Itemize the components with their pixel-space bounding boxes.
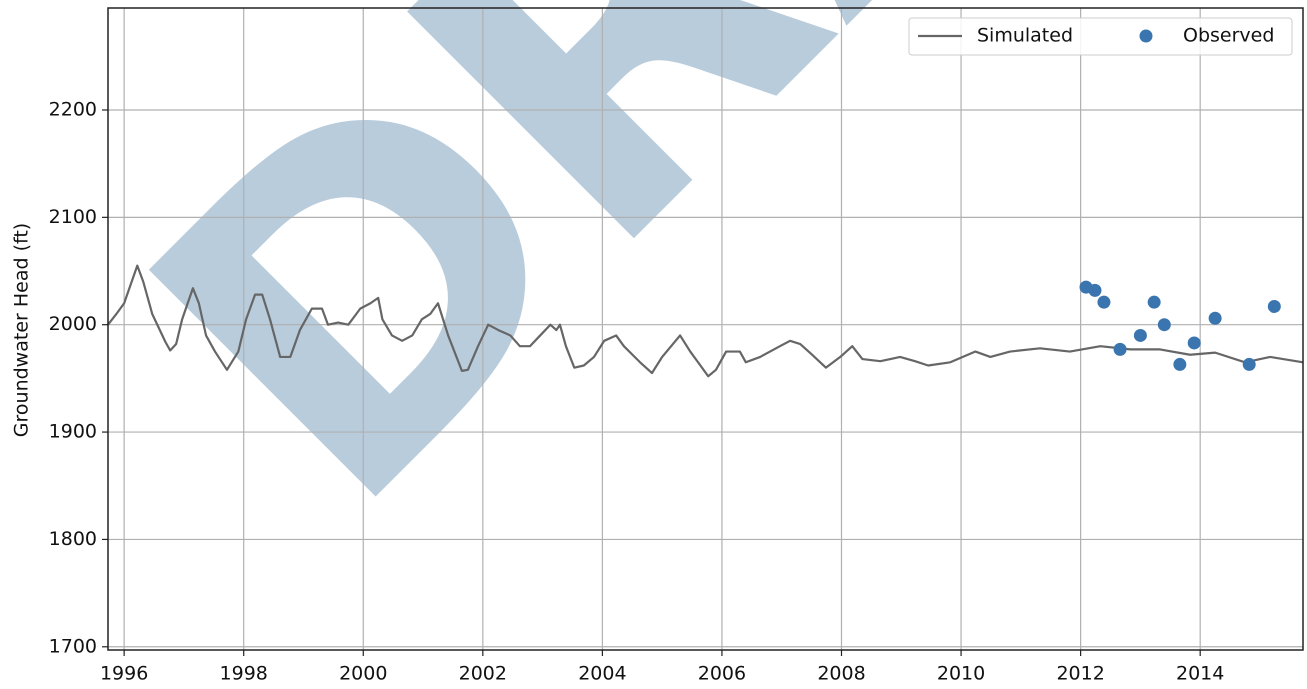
y-tick-label: 2200: [49, 98, 97, 120]
y-tick-label: 1900: [49, 421, 97, 443]
legend-label: Observed: [1183, 25, 1274, 47]
grid-layer: [108, 8, 1303, 650]
x-tick-label: 2002: [459, 663, 507, 685]
simulated-line: [107, 264, 1304, 378]
x-tick-label: 2008: [817, 663, 865, 685]
observed-point: [1187, 336, 1201, 350]
observed-point: [1133, 328, 1147, 342]
observed-point: [1147, 295, 1161, 309]
watermark: DRAFT: [59, 0, 1307, 599]
observed-point: [1097, 295, 1111, 309]
legend-box: [908, 17, 1293, 56]
y-axis-label: Groundwater Head (ft): [11, 223, 33, 437]
x-tick-label: 2012: [1056, 663, 1104, 685]
observed-point: [1208, 311, 1222, 325]
data-layer: [107, 264, 1304, 378]
y-tick-label: 1700: [49, 635, 97, 657]
y-tick-label: 1800: [49, 528, 97, 550]
legend: Simulated Observed: [908, 17, 1293, 56]
x-tick-label: 2000: [339, 663, 387, 685]
plot-frame: [107, 7, 1304, 651]
observed-point: [1173, 357, 1187, 371]
x-tick-label: 1996: [100, 663, 148, 685]
x-tick-label: 2004: [578, 663, 626, 685]
observed-point: [1157, 318, 1171, 332]
observed-point: [1113, 342, 1127, 356]
x-tick-label: 1998: [220, 663, 268, 685]
y-tick-label: 2000: [49, 313, 97, 335]
observed-point: [1267, 299, 1281, 313]
legend-label: Simulated: [977, 25, 1073, 47]
observed-point: [1088, 283, 1102, 297]
x-tick-label: 2014: [1176, 663, 1224, 685]
y-tick-label: 2100: [49, 206, 97, 228]
x-tick-label: 2010: [937, 663, 985, 685]
legend-swatch: [1139, 29, 1153, 43]
x-tick-label: 2006: [698, 663, 746, 685]
observed-point: [1242, 357, 1256, 371]
axis-layer: 1996 1998 2000 2002 2004 2006 2008 2010 2012 2014…: [49, 98, 1225, 684]
watermark-layer: DRAFT: [59, 0, 1307, 599]
